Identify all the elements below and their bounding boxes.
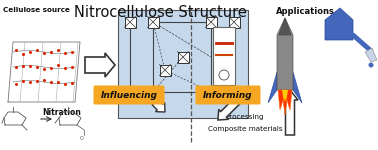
Text: Informing: Informing — [203, 90, 253, 99]
Polygon shape — [282, 90, 288, 102]
Bar — [213, 27, 235, 85]
Bar — [160, 64, 170, 75]
Bar — [147, 16, 158, 27]
Bar — [228, 87, 240, 98]
Bar — [206, 87, 217, 98]
Polygon shape — [279, 18, 291, 35]
Bar — [228, 16, 240, 27]
Text: O: O — [80, 136, 84, 141]
FancyArrow shape — [85, 53, 115, 77]
Text: Influencing: Influencing — [101, 90, 158, 99]
FancyArrow shape — [218, 87, 251, 120]
Bar — [124, 87, 135, 98]
Polygon shape — [268, 72, 277, 103]
FancyArrow shape — [152, 99, 165, 112]
Polygon shape — [277, 18, 293, 90]
Polygon shape — [365, 48, 377, 62]
Text: Composite materials: Composite materials — [208, 126, 282, 132]
Bar — [147, 87, 158, 98]
FancyBboxPatch shape — [93, 85, 164, 105]
Bar — [124, 16, 135, 27]
FancyArrow shape — [282, 90, 298, 135]
Polygon shape — [278, 90, 292, 115]
Bar — [178, 51, 189, 63]
Circle shape — [369, 63, 373, 68]
Text: Nitration: Nitration — [43, 108, 81, 117]
Text: Nitrocellulose Structure: Nitrocellulose Structure — [74, 5, 246, 20]
Bar — [118, 10, 248, 118]
FancyBboxPatch shape — [195, 85, 260, 105]
Bar — [206, 16, 217, 27]
Polygon shape — [293, 72, 302, 103]
Circle shape — [219, 70, 229, 80]
Polygon shape — [325, 8, 353, 40]
Text: Applications: Applications — [276, 7, 335, 16]
Text: Processing: Processing — [226, 114, 264, 120]
Text: Cellulose source: Cellulose source — [3, 7, 70, 13]
